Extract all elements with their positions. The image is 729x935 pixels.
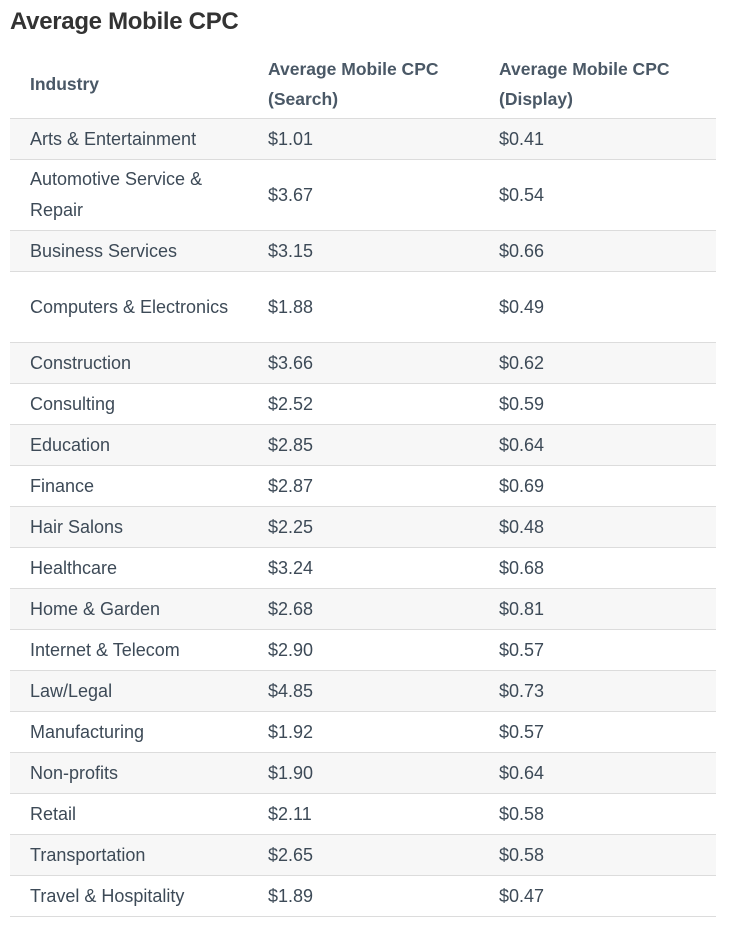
industry-cell: Education xyxy=(10,424,248,466)
industry-cell: Manufacturing xyxy=(10,711,248,753)
table-row: Non-profits $1.90 $0.64 xyxy=(10,752,716,794)
display-cpc-cell: $0.57 xyxy=(479,629,716,671)
display-cpc-cell: $0.54 xyxy=(479,159,716,231)
search-cpc-cell: $2.11 xyxy=(248,793,479,835)
search-cpc-cell: $2.52 xyxy=(248,383,479,425)
table-row: Construction $3.66 $0.62 xyxy=(10,342,716,384)
table-row: Automotive Service & Repair $3.67 $0.54 xyxy=(10,159,716,231)
industry-cell: Business Services xyxy=(10,230,248,272)
table-row: Travel & Hospitality $1.89 $0.47 xyxy=(10,875,716,917)
industry-cell: Automotive Service & Repair xyxy=(10,159,248,231)
search-cpc-cell: $2.87 xyxy=(248,465,479,507)
display-cpc-cell: $0.66 xyxy=(479,230,716,272)
industry-cell: Law/Legal xyxy=(10,670,248,712)
header-row: Industry Average Mobile CPC (Search) Ave… xyxy=(10,49,716,119)
cpc-table: Industry Average Mobile CPC (Search) Ave… xyxy=(10,49,716,917)
industry-cell: Healthcare xyxy=(10,547,248,589)
display-cpc-cell: $0.57 xyxy=(479,711,716,753)
search-cpc-cell: $3.67 xyxy=(248,159,479,231)
header-search-cpc: Average Mobile CPC (Search) xyxy=(248,49,479,119)
table-row: Transportation $2.65 $0.58 xyxy=(10,834,716,876)
industry-cell: Non-profits xyxy=(10,752,248,794)
search-cpc-cell: $1.92 xyxy=(248,711,479,753)
industry-cell: Internet & Telecom xyxy=(10,629,248,671)
search-cpc-cell: $2.25 xyxy=(248,506,479,548)
display-cpc-cell: $0.64 xyxy=(479,752,716,794)
industry-cell: Hair Salons xyxy=(10,506,248,548)
display-cpc-cell: $0.48 xyxy=(479,506,716,548)
table-header: Industry Average Mobile CPC (Search) Ave… xyxy=(10,49,716,119)
table-row: Arts & Entertainment $1.01 $0.41 xyxy=(10,118,716,160)
page-title: Average Mobile CPC xyxy=(10,8,239,35)
search-cpc-cell: $2.65 xyxy=(248,834,479,876)
display-cpc-cell: $0.69 xyxy=(479,465,716,507)
display-cpc-cell: $0.59 xyxy=(479,383,716,425)
industry-cell: Transportation xyxy=(10,834,248,876)
search-cpc-cell: $2.90 xyxy=(248,629,479,671)
display-cpc-cell: $0.64 xyxy=(479,424,716,466)
display-cpc-cell: $0.62 xyxy=(479,342,716,384)
display-cpc-cell: $0.49 xyxy=(479,271,716,343)
search-cpc-cell: $2.85 xyxy=(248,424,479,466)
display-cpc-cell: $0.73 xyxy=(479,670,716,712)
display-cpc-cell: $0.68 xyxy=(479,547,716,589)
search-cpc-cell: $2.68 xyxy=(248,588,479,630)
industry-cell: Travel & Hospitality xyxy=(10,875,248,917)
search-cpc-cell: $3.66 xyxy=(248,342,479,384)
search-cpc-cell: $3.15 xyxy=(248,230,479,272)
search-cpc-cell: $1.89 xyxy=(248,875,479,917)
display-cpc-cell: $0.41 xyxy=(479,118,716,160)
table-row: Internet & Telecom $2.90 $0.57 xyxy=(10,629,716,671)
display-cpc-cell: $0.58 xyxy=(479,793,716,835)
table-row: Business Services $3.15 $0.66 xyxy=(10,230,716,272)
search-cpc-cell: $3.24 xyxy=(248,547,479,589)
table-row: Manufacturing $1.92 $0.57 xyxy=(10,711,716,753)
search-cpc-cell: $4.85 xyxy=(248,670,479,712)
table-body: Arts & Entertainment $1.01 $0.41 Automot… xyxy=(10,118,716,917)
search-cpc-cell: $1.88 xyxy=(248,271,479,343)
table-row: Education $2.85 $0.64 xyxy=(10,424,716,466)
industry-cell: Computers & Electronics xyxy=(10,271,248,343)
search-cpc-cell: $1.01 xyxy=(248,118,479,160)
display-cpc-cell: $0.58 xyxy=(479,834,716,876)
industry-cell: Construction xyxy=(10,342,248,384)
display-cpc-cell: $0.47 xyxy=(479,875,716,917)
industry-cell: Home & Garden xyxy=(10,588,248,630)
industry-cell: Finance xyxy=(10,465,248,507)
table-row: Computers & Electronics $1.88 $0.49 xyxy=(10,271,716,343)
industry-cell: Retail xyxy=(10,793,248,835)
table-row: Home & Garden $2.68 $0.81 xyxy=(10,588,716,630)
table-row: Law/Legal $4.85 $0.73 xyxy=(10,670,716,712)
industry-cell: Arts & Entertainment xyxy=(10,118,248,160)
header-display-cpc: Average Mobile CPC (Display) xyxy=(479,49,716,119)
display-cpc-cell: $0.81 xyxy=(479,588,716,630)
table-row: Healthcare $3.24 $0.68 xyxy=(10,547,716,589)
table-row: Consulting $2.52 $0.59 xyxy=(10,383,716,425)
table-row: Hair Salons $2.25 $0.48 xyxy=(10,506,716,548)
industry-cell: Consulting xyxy=(10,383,248,425)
header-industry: Industry xyxy=(10,49,248,119)
table-row: Finance $2.87 $0.69 xyxy=(10,465,716,507)
search-cpc-cell: $1.90 xyxy=(248,752,479,794)
table-row: Retail $2.11 $0.58 xyxy=(10,793,716,835)
